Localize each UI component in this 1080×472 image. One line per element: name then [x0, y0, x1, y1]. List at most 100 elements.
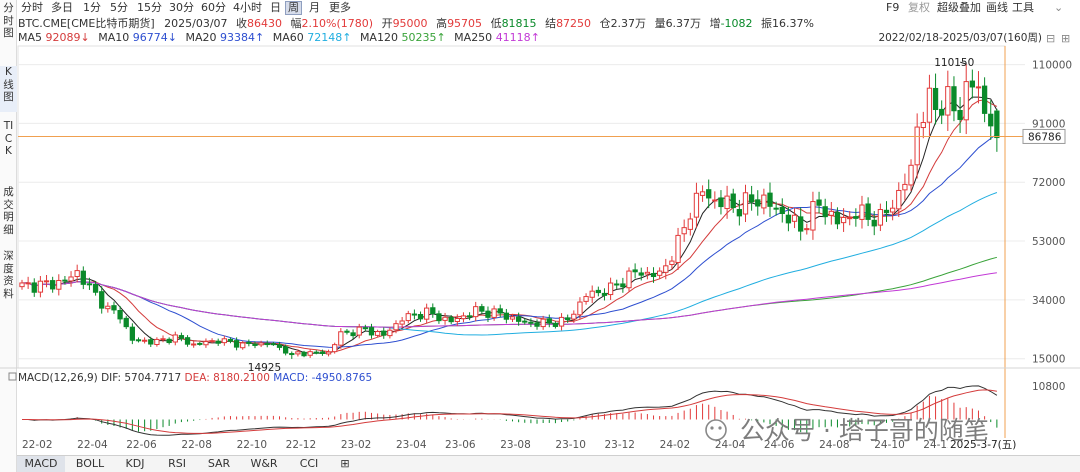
chevron-down-icon[interactable]: ⌄	[1054, 1, 1064, 14]
candlestick	[871, 211, 877, 236]
period-4hour[interactable]: 4小时	[233, 1, 262, 14]
candle-body	[675, 234, 681, 263]
rail-label: 深度资料	[3, 250, 14, 300]
candlestick	[632, 263, 638, 279]
minus-icon[interactable]: ⊟	[1046, 32, 1056, 45]
rail-item-timeshare[interactable]: 分时图	[0, 2, 17, 42]
candle-body	[571, 313, 577, 320]
candle-body	[546, 318, 552, 324]
candle-body	[307, 351, 313, 356]
candlestick	[975, 71, 982, 104]
candlestick	[191, 341, 197, 348]
current-price-value: 86786	[1028, 131, 1062, 143]
candle-body	[160, 338, 166, 341]
rail-item-tick[interactable]: TICK	[0, 120, 17, 180]
candle-body	[626, 270, 632, 289]
draw-line-button[interactable]: 画线	[986, 1, 1008, 14]
candle-body	[374, 331, 381, 336]
candle-body	[319, 351, 326, 354]
tab-sar[interactable]: SAR	[207, 457, 231, 470]
candlestick	[981, 77, 988, 123]
period-1min[interactable]: 1分	[83, 1, 101, 14]
candle-body	[528, 321, 534, 324]
candlestick	[111, 301, 117, 314]
candlestick	[601, 288, 608, 301]
candlestick	[338, 328, 344, 349]
candlestick	[442, 312, 448, 325]
candlestick	[184, 335, 191, 347]
period-week[interactable]: 周	[285, 1, 302, 15]
f9-button[interactable]: F9	[886, 1, 900, 14]
period-multiday[interactable]: 多日	[51, 1, 73, 14]
candle-body	[295, 351, 301, 355]
candlestick	[381, 327, 387, 339]
ma-line-ma20	[21, 133, 998, 349]
candle-body	[687, 218, 693, 230]
tab-cci[interactable]: CCI	[299, 457, 319, 470]
candlestick	[154, 337, 160, 347]
period-60min[interactable]: 60分	[201, 1, 226, 14]
x-tick-label: 24-06	[764, 439, 795, 451]
tab-boll[interactable]: BOLL	[75, 457, 105, 470]
tab-macd[interactable]: MACD	[17, 456, 65, 472]
candlestick	[767, 182, 773, 217]
candle-body	[706, 189, 712, 199]
period-5min[interactable]: 5分	[110, 1, 128, 14]
candlestick	[859, 195, 865, 229]
period-more[interactable]: 更多	[329, 1, 351, 14]
period-timeshare[interactable]: 分时	[21, 1, 43, 14]
period-15min[interactable]: 15分	[137, 1, 162, 14]
adjust-button[interactable]: 复权	[908, 1, 930, 14]
rail-item-depth[interactable]: 深度资料	[0, 250, 17, 306]
super-overlay-button[interactable]: 超级叠加	[937, 1, 981, 14]
current-price-line: 86786	[18, 128, 1066, 144]
candlestick	[773, 201, 779, 216]
chart-canvas[interactable]: 110150 14925 86786 110000 91000 72000 53000 3…	[0, 0, 1080, 455]
ma5-name: MA5	[18, 31, 43, 44]
candlestick	[362, 324, 368, 332]
candle-body	[699, 191, 706, 196]
candlestick	[945, 70, 951, 131]
candlestick	[50, 276, 56, 293]
ma10-arrow-icon: ↓	[167, 31, 177, 44]
tab-wr[interactable]: W&R	[250, 457, 278, 470]
period-30min[interactable]: 30分	[169, 1, 194, 14]
candle-body	[522, 320, 528, 323]
wechat-icon	[705, 419, 727, 441]
x-tick-label: 23-06	[445, 439, 476, 451]
candlestick	[902, 173, 908, 201]
macd-toggle-icon[interactable]	[8, 372, 17, 381]
candle-body	[889, 207, 896, 213]
candlestick	[319, 349, 326, 356]
tab-kdj[interactable]: KDJ	[125, 457, 145, 470]
candle-body	[25, 282, 31, 285]
add-indicator-icon[interactable]: ⊞	[340, 457, 350, 470]
period-month[interactable]: 月	[309, 1, 320, 14]
ma60-arrow-icon: ↑	[342, 31, 352, 44]
macd-y-tick-label: 10800	[1032, 381, 1065, 393]
candle-body	[724, 195, 730, 210]
candlestick	[276, 341, 283, 351]
candlestick	[454, 314, 460, 326]
period-toolbar: 分时 多日 1分 5分 15分 30分 60分 4小时 日 周 月 更多 F9 …	[17, 0, 1080, 16]
candle-body	[105, 305, 111, 310]
period-day[interactable]: 日	[270, 1, 281, 14]
plus-icon[interactable]: ⊞	[1061, 32, 1071, 45]
candlestick	[264, 340, 270, 348]
candle-body	[289, 353, 295, 356]
candle-body	[172, 334, 178, 343]
x-tick-label: 23-02	[341, 439, 372, 451]
candle-body	[540, 318, 546, 328]
candlestick	[908, 159, 914, 191]
candle-body	[748, 194, 755, 203]
tools-button[interactable]: 工具	[1012, 1, 1034, 14]
candle-body	[896, 189, 902, 210]
change-label: 幅	[290, 17, 302, 30]
tab-rsi[interactable]: RSI	[168, 457, 186, 470]
x-tick-label: 23-08	[500, 439, 531, 451]
amp-label: 振	[761, 17, 773, 30]
candle-body	[497, 308, 503, 314]
rail-item-trades[interactable]: 成交明细	[0, 186, 17, 240]
rail-item-kline[interactable]: K线图	[0, 66, 17, 112]
candle-body	[595, 289, 601, 294]
